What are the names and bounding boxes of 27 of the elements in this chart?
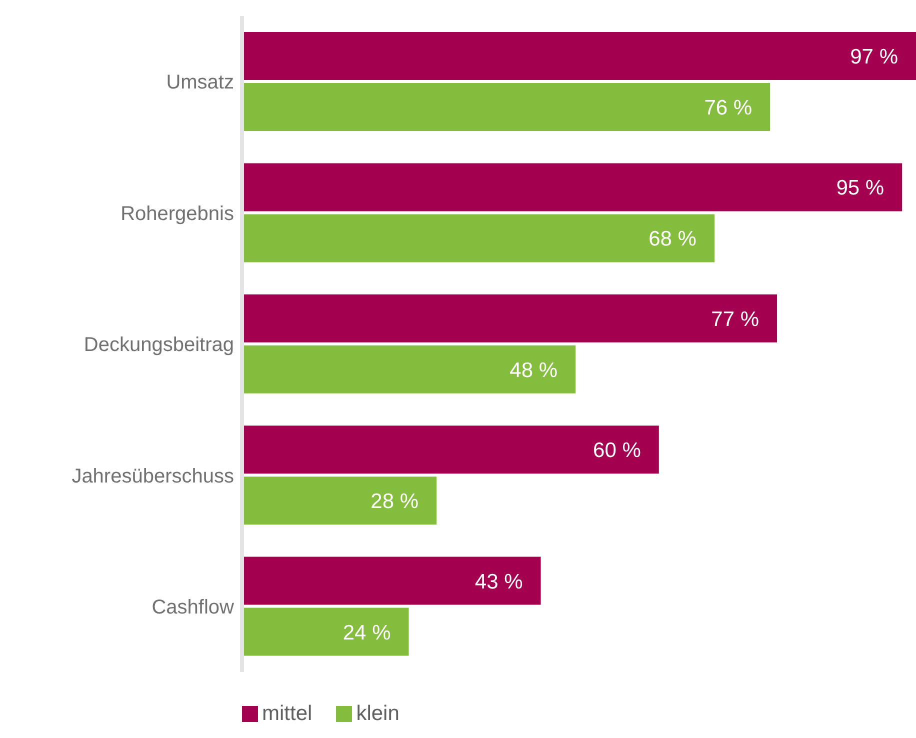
bar [242,426,659,474]
data-label: 77 % [711,308,760,331]
data-label: 97 % [850,45,898,68]
data-label: 95 % [836,176,884,200]
bar [242,214,714,262]
data-label: 68 % [648,228,696,251]
y-tick-label: Rohergebnis [120,202,234,225]
bar [242,163,902,212]
legend-label: klein [356,702,400,725]
y-tick-label: Cashflow [152,596,235,618]
bar [242,608,409,656]
data-label: 60 % [593,439,641,462]
bar [242,83,770,131]
bar [242,32,916,80]
y-tick-label: Deckungsbeitrag [84,334,234,356]
data-label: 24 % [342,621,391,644]
y-tick-label: Umsatz [166,72,234,94]
data-label: 28 % [370,490,419,514]
data-label: 43 % [474,570,523,594]
data-label: 76 % [704,96,752,120]
bar [242,556,541,605]
bar [242,345,576,394]
data-label: 48 % [510,358,558,382]
legend-label: mittel [262,702,312,725]
y-tick-label: Jahresüberschuss [72,465,234,488]
bar [242,294,778,342]
bar [242,476,437,525]
